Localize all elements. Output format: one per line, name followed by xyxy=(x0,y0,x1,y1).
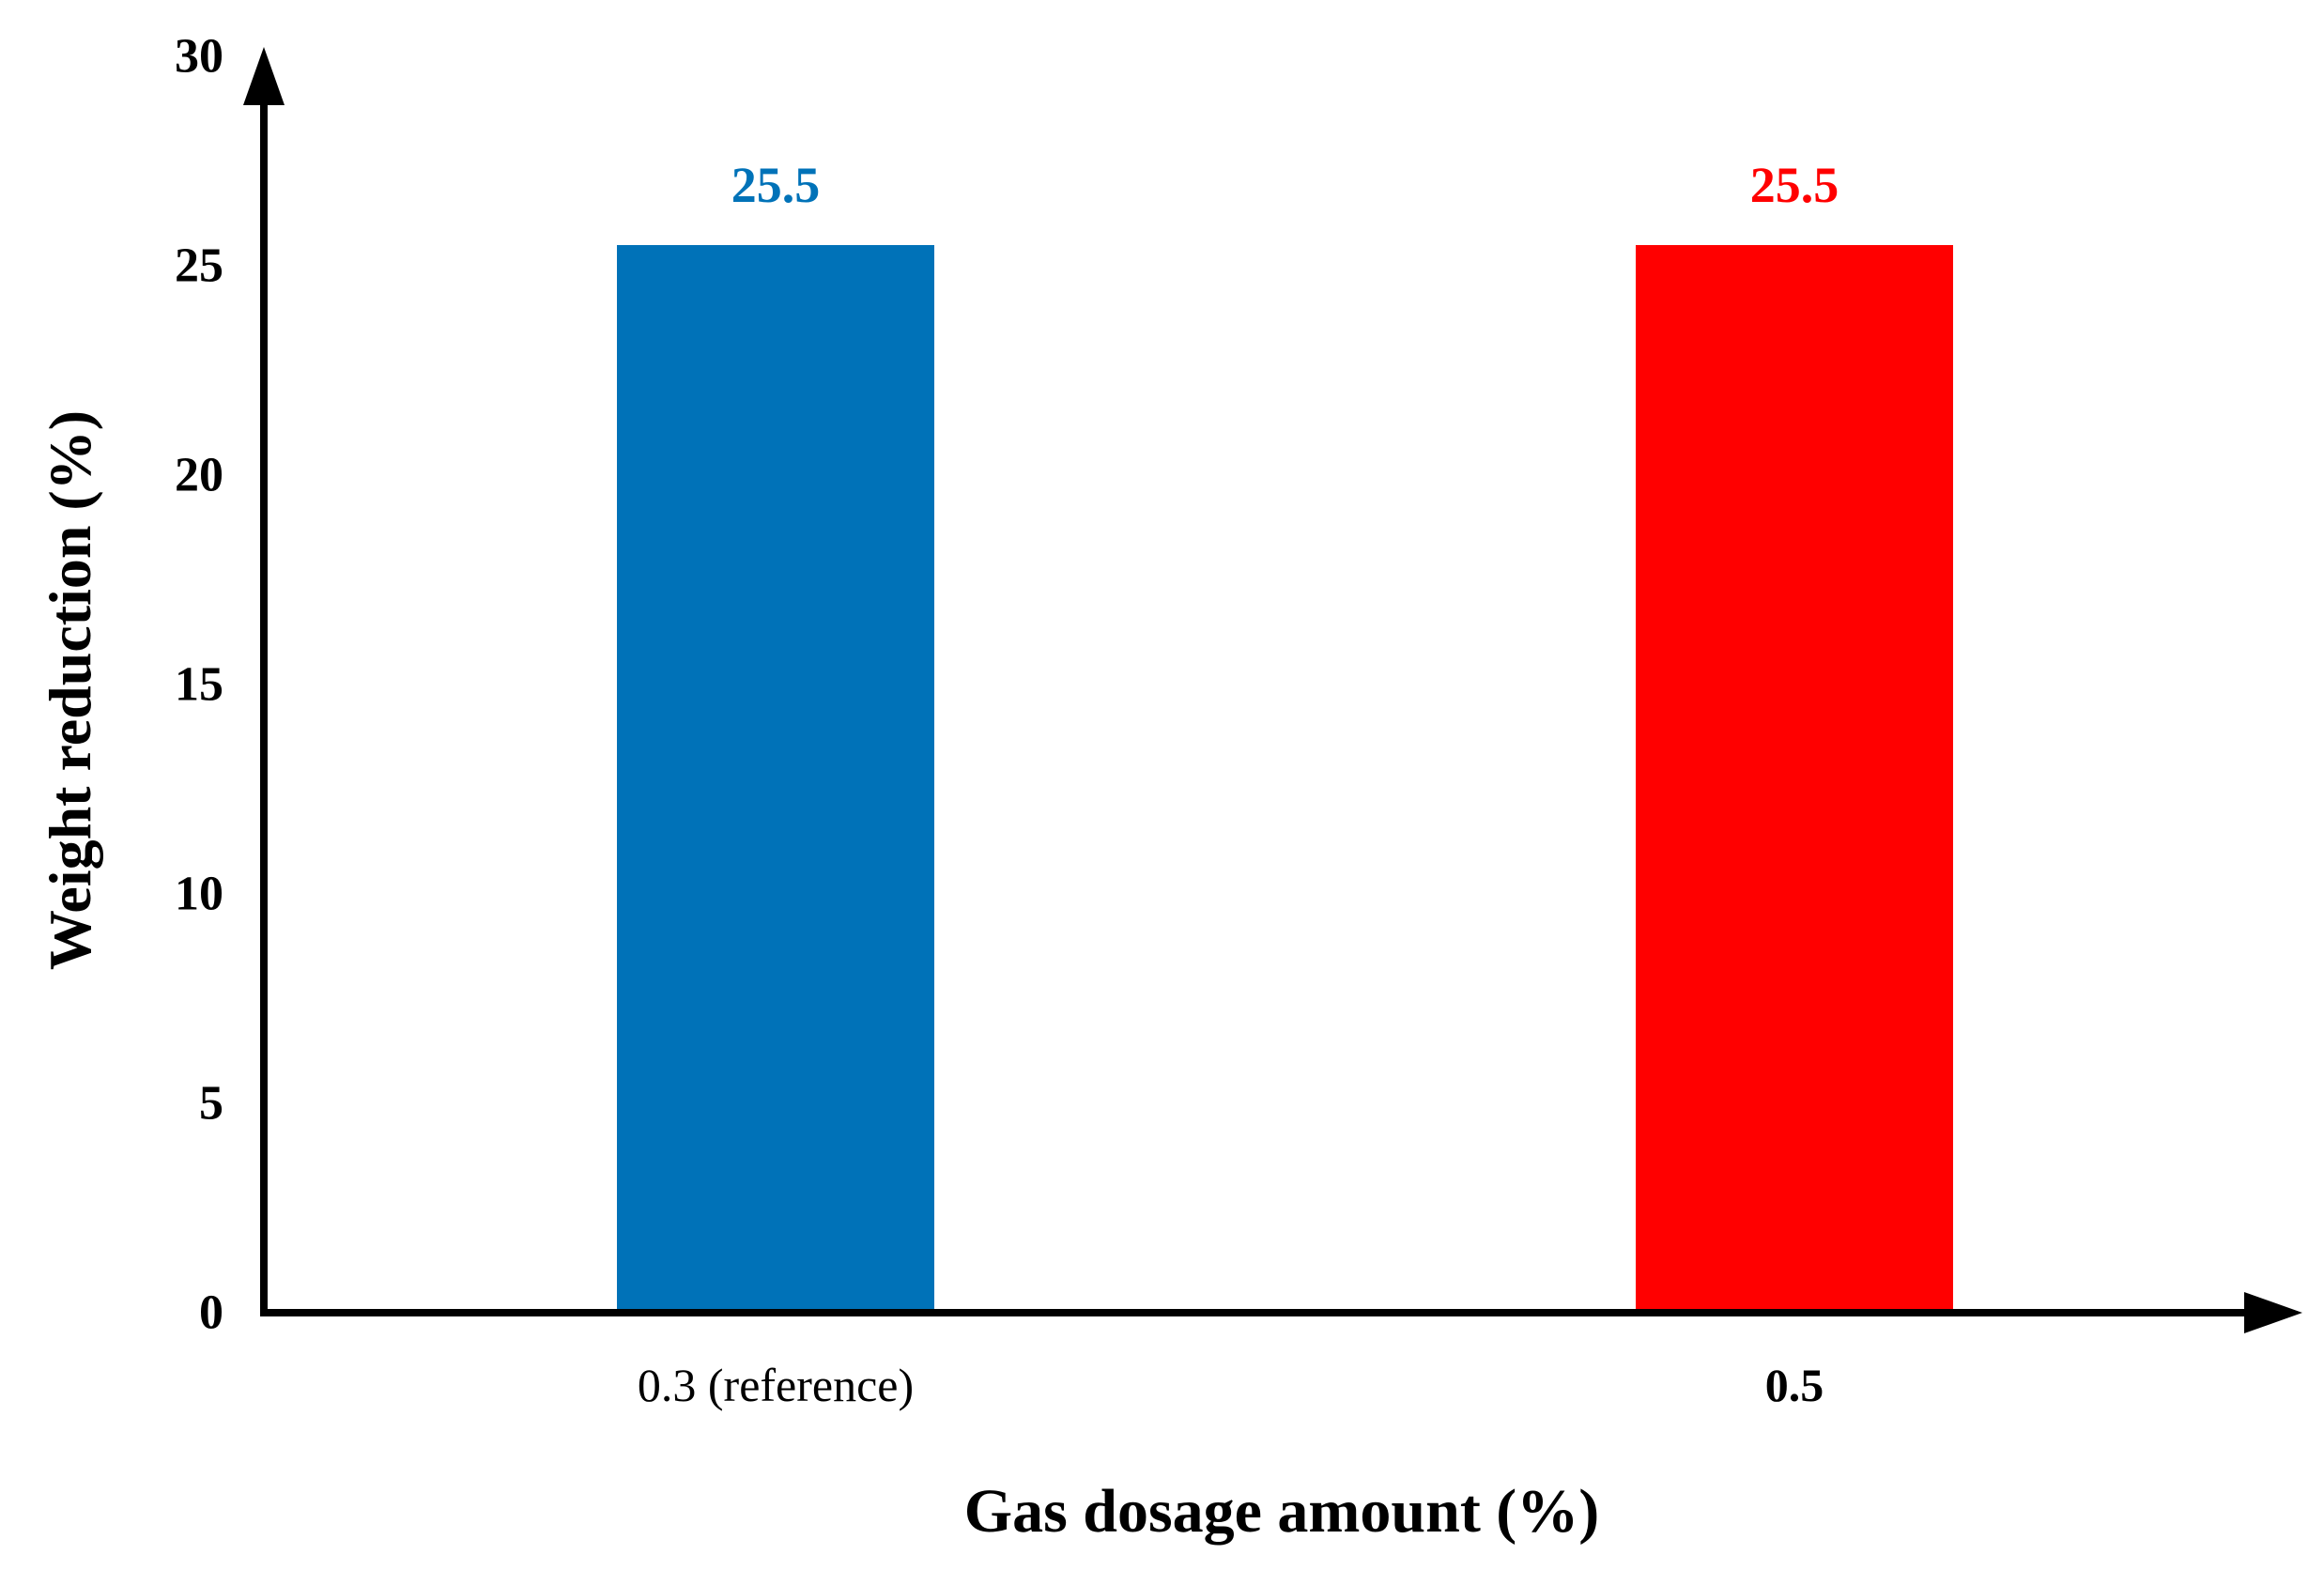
x-tick-label: 0.5 xyxy=(1764,1359,1824,1411)
y-tick-label: 0 xyxy=(199,1285,223,1340)
y-axis-arrow-icon xyxy=(243,47,285,105)
bar-value-label: 25.5 xyxy=(1749,156,1839,213)
y-tick-label: 10 xyxy=(175,867,223,921)
bar xyxy=(1636,244,1953,1313)
x-axis-arrow-icon xyxy=(2244,1292,2302,1333)
y-tick-label: 5 xyxy=(199,1076,223,1131)
y-tick-label: 25 xyxy=(175,239,223,293)
x-axis-line xyxy=(260,1309,2249,1316)
y-tick-label: 30 xyxy=(175,29,223,84)
bar-value-label: 25.5 xyxy=(731,156,821,213)
y-tick-label: 15 xyxy=(175,657,223,712)
x-axis-title: Gas dosage amount (%) xyxy=(963,1477,1600,1546)
y-axis-line xyxy=(260,89,268,1316)
y-tick-label: 20 xyxy=(175,448,223,502)
bar xyxy=(617,244,934,1313)
x-tick-label: 0.3 (reference) xyxy=(637,1359,915,1411)
